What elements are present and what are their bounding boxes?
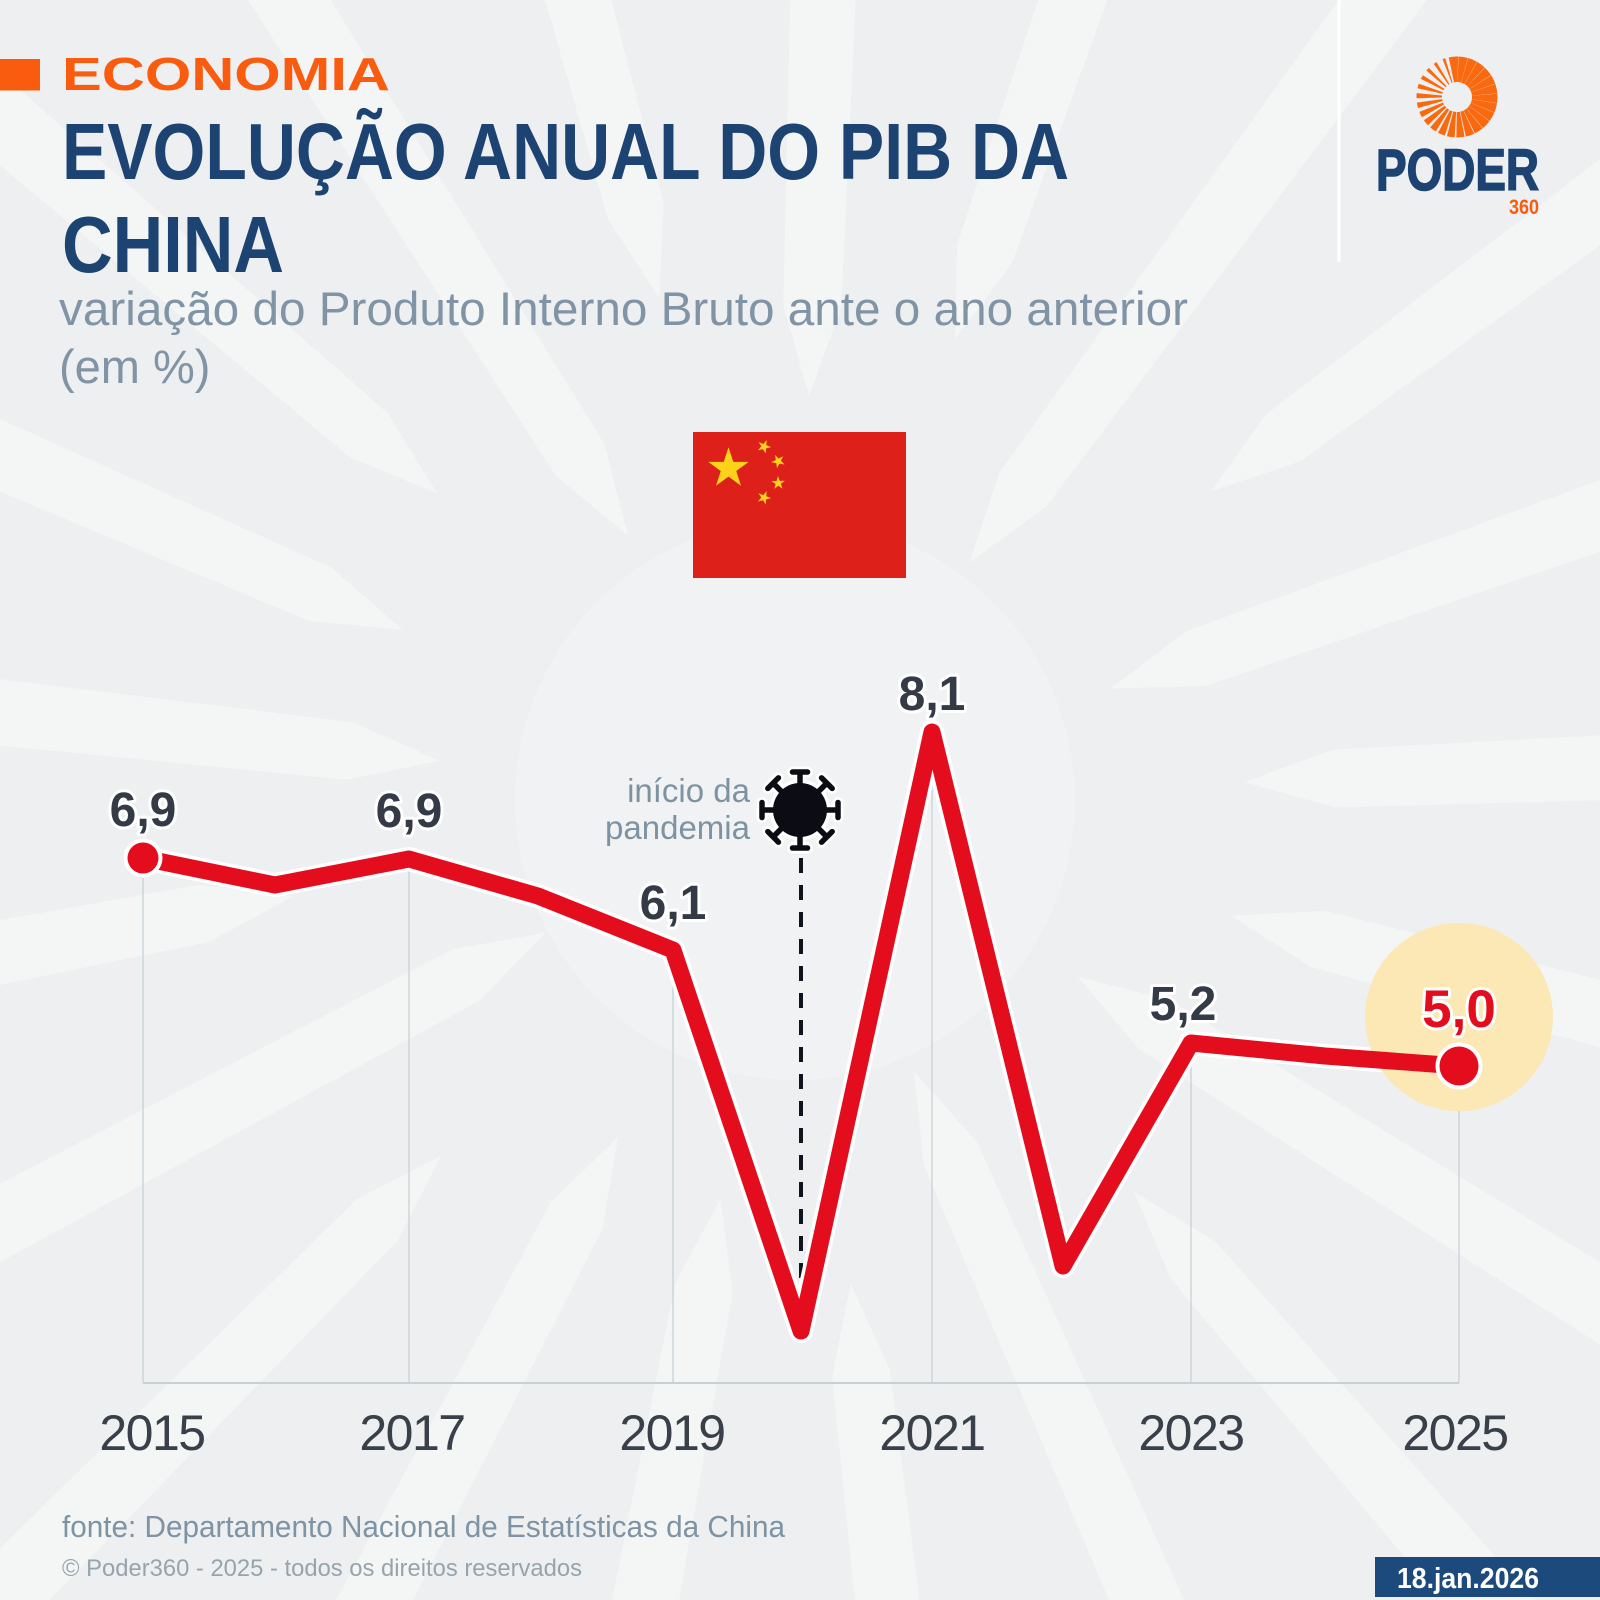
svg-text:5,2: 5,2 [1150,978,1217,1031]
svg-text:2017: 2017 [359,1405,464,1461]
svg-text:(em %): (em %) [59,340,210,393]
svg-text:início da: início da [627,772,751,809]
svg-text:2025: 2025 [1402,1405,1507,1461]
svg-text:ECONOMIA: ECONOMIA [62,48,390,100]
svg-text:CHINA: CHINA [62,200,284,289]
svg-text:6,1: 6,1 [640,877,707,930]
svg-text:2015: 2015 [99,1405,204,1461]
svg-text:6,9: 6,9 [376,785,443,838]
svg-text:2023: 2023 [1138,1405,1243,1461]
svg-text:PODER: PODER [1376,138,1539,203]
svg-text:18.jan.2026: 18.jan.2026 [1397,1563,1539,1595]
svg-text:pandemia: pandemia [605,809,751,846]
svg-text:© Poder360 - 2025 - todos os d: © Poder360 - 2025 - todos os direitos re… [62,1555,582,1582]
svg-text:fonte: Departamento Nacional d: fonte: Departamento Nacional de Estatíst… [62,1509,786,1544]
svg-text:2019: 2019 [619,1405,724,1461]
svg-text:2021: 2021 [879,1405,984,1461]
svg-text:variação do Produto Interno Br: variação do Produto Interno Bruto ante o… [59,282,1188,335]
svg-text:8,1: 8,1 [899,668,966,721]
svg-text:EVOLUÇÃO ANUAL DO PIB DA: EVOLUÇÃO ANUAL DO PIB DA [62,107,1069,196]
svg-text:360: 360 [1509,196,1539,219]
svg-text:6,9: 6,9 [110,784,177,837]
svg-text:5,0: 5,0 [1422,980,1496,1039]
